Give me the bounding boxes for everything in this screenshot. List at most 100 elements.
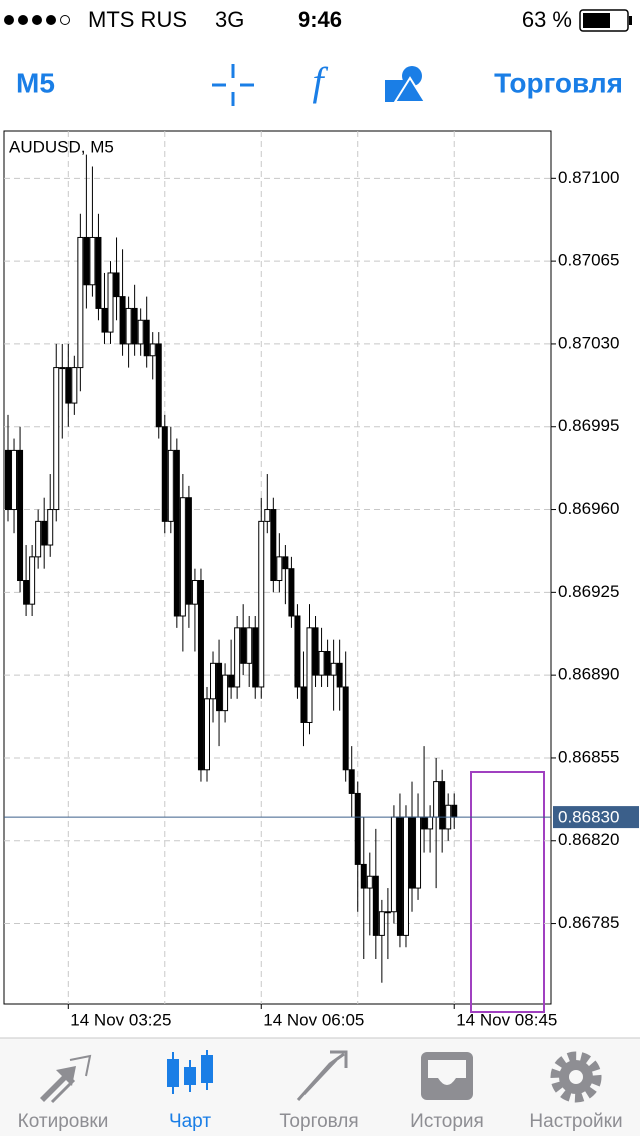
y-tick-label: 0.86855 [558,747,619,766]
candle-body [53,367,60,511]
candle-body [402,816,409,936]
candle-body [216,662,223,712]
x-tick-label: 14 Nov 06:05 [263,1010,364,1029]
y-tick-label: 0.86890 [558,665,619,684]
candle-body [65,367,72,404]
clock: 9:46 [298,7,342,32]
carrier: MTS RUS [88,7,187,32]
tab-label[interactable]: История [410,1111,484,1132]
candle-body [95,236,102,309]
candle-body [228,674,235,688]
tab-label[interactable]: Котировки [18,1111,109,1132]
crosshair-button[interactable] [212,64,254,106]
candle-body [342,686,349,771]
candle-body [276,556,283,582]
candle-body [89,236,96,286]
candle-body [143,319,150,357]
quotes-icon[interactable] [40,1054,92,1104]
candle-body [439,781,446,830]
candle-body [306,627,313,723]
tab-label[interactable]: Торговля [279,1111,358,1132]
y-tick-label: 0.86960 [558,499,619,518]
y-tick-label: 0.87065 [558,251,619,270]
candle-body [300,686,307,723]
chart-icon[interactable] [167,1050,213,1094]
candle-body [23,580,30,605]
y-tick-label: 0.87030 [558,333,619,352]
candle-body [421,816,428,830]
candle-body [179,497,186,617]
tab-label[interactable]: Чарт [169,1111,211,1132]
candle-body [173,449,180,617]
candle-body [433,781,440,818]
candle-body [210,662,217,700]
history-icon[interactable] [421,1052,473,1100]
current-price-box [553,806,639,829]
candle-body [264,509,271,522]
tab-bar [0,1038,640,1136]
indicators-button[interactable]: f [312,59,328,104]
candle-body [336,662,343,688]
candle-body [246,627,253,664]
candle-body [384,911,391,914]
candle-body [107,272,114,333]
y-tick-label: 0.87100 [558,168,619,187]
y-tick-label: 0.86820 [558,830,619,849]
candle-body [101,307,108,333]
candle-body [17,449,24,582]
candle-body [288,568,295,617]
candle-body [5,449,11,511]
candle-body [240,627,247,664]
x-tick-label: 14 Nov 03:25 [70,1010,171,1029]
candle-body [294,615,301,688]
candle-body [324,650,331,676]
candle-body [360,863,367,889]
candle-body [222,674,229,712]
battery-level: 63 % [522,7,572,32]
candle-body [161,426,168,522]
candle-body [155,343,162,428]
shift-box [470,771,545,1013]
candle-body [282,556,289,570]
y-tick-label: 0.86925 [558,582,619,601]
candle-body [366,875,373,889]
candle-body [83,236,90,286]
chart-layer: 0.87100 0.87065 0.87030 0.86995 0.86960 0.869… [4,131,639,1029]
tab-label[interactable]: Настройки [529,1111,622,1132]
candle-body [47,509,54,546]
candle-body [197,580,204,771]
objects-button[interactable] [385,66,427,103]
settings-icon[interactable] [550,1051,602,1103]
candle-body [41,520,48,546]
candle-body [396,816,403,936]
candle-body [348,769,355,794]
candle-body [312,627,319,676]
candle-body [372,875,379,936]
candle-body [131,307,138,345]
candle-body [270,509,277,582]
y-tick-label: 0.86785 [558,913,619,932]
candle-body [125,307,132,345]
candle-body [318,650,325,676]
trade-button[interactable]: Торговля [494,67,623,98]
candle-body [77,236,84,369]
candle-body [35,520,42,558]
timeframe-button[interactable]: M5 [16,67,55,98]
y-tick-label: 0.86995 [558,416,619,435]
candle-body [427,816,434,830]
candle-body [354,792,361,865]
candle-body [252,627,259,688]
candle-body [59,367,66,370]
candle-body [185,497,192,605]
trade-icon[interactable] [296,1050,348,1101]
candle-body [415,816,422,889]
network: 3G [215,7,244,32]
candle-body [167,449,174,522]
candle-body [203,698,210,771]
candle-body [137,319,144,345]
chart-title: AUDUSD, M5 [9,137,114,156]
candle-body [149,343,156,357]
candle-body [258,520,265,688]
